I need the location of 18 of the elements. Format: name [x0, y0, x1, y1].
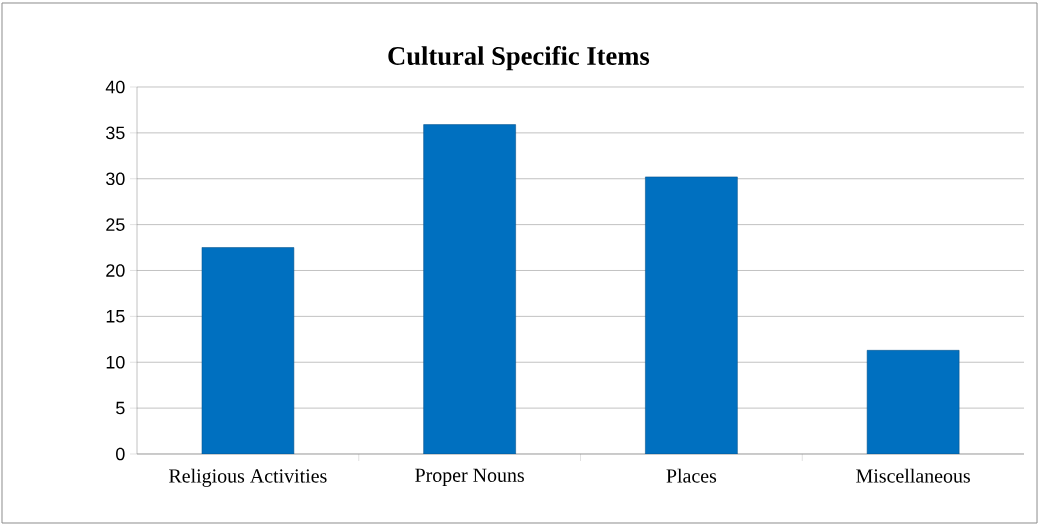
y-tick-label: 0 [116, 447, 125, 461]
y-tick-label: 10 [106, 355, 125, 369]
x-tick-label: Proper Nouns [415, 468, 524, 486]
y-tick-label: 20 [106, 264, 125, 277]
x-tick-label: Places [666, 468, 717, 483]
y-tick-label: 35 [106, 126, 125, 140]
chart-title: Cultural Specific Items [388, 45, 650, 71]
y-tick-label: 15 [106, 310, 125, 323]
y-tick-label: 40 [105, 80, 125, 94]
bar [201, 247, 295, 454]
bar [645, 176, 738, 454]
y-tick-label: 5 [116, 401, 125, 415]
y-tick-label: 30 [106, 172, 125, 186]
x-tick-label: Miscellaneous [856, 468, 970, 483]
bar [423, 124, 516, 454]
bar [866, 350, 960, 454]
y-tick-label: 25 [106, 218, 125, 231]
x-tick-label: Religious Activities [169, 468, 327, 487]
